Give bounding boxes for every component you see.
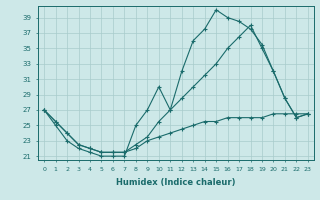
X-axis label: Humidex (Indice chaleur): Humidex (Indice chaleur): [116, 178, 236, 186]
